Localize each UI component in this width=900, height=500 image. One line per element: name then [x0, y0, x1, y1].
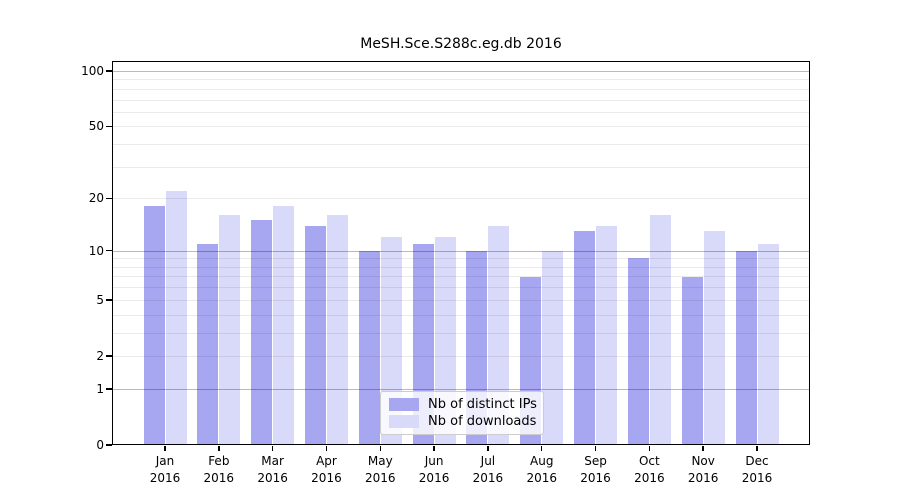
bar-downloads — [219, 215, 241, 445]
bar-downloads — [488, 225, 510, 445]
bar-distinct-ips — [304, 225, 326, 445]
x-tick-label: Dec 2016 — [741, 454, 773, 485]
y-tick-mark — [106, 299, 112, 301]
bar-downloads — [326, 215, 348, 445]
x-tick-label: Oct 2016 — [634, 454, 665, 485]
y-tick-label: 10 — [88, 243, 104, 258]
y-tick-label: 1 — [96, 381, 104, 396]
legend-label-downloads: Nb of downloads — [428, 414, 537, 430]
x-tick-label: Jan 2016 — [149, 454, 181, 485]
y-tick-label: 50 — [88, 119, 104, 134]
bars-layer — [112, 61, 810, 445]
bar-downloads — [542, 250, 564, 445]
x-tick-mark — [218, 446, 220, 451]
bar-distinct-ips — [735, 250, 757, 445]
x-tick-mark — [164, 446, 166, 451]
bar-distinct-ips — [197, 243, 219, 445]
bar-downloads — [703, 231, 725, 445]
legend-entry-downloads: Nb of downloads — [389, 414, 537, 430]
y-tick-mark — [106, 355, 112, 357]
x-tick-label: May 2016 — [364, 454, 396, 485]
y-tick-label: 100 — [81, 64, 104, 78]
x-tick-mark — [594, 446, 597, 451]
bar-distinct-ips — [627, 258, 649, 445]
chart-title: MeSH.Sce.S288c.eg.db 2016 — [360, 36, 562, 52]
y-tick-mark — [106, 125, 112, 128]
bar-distinct-ips — [143, 206, 165, 445]
bar-distinct-ips — [358, 250, 380, 445]
bar-downloads — [596, 225, 618, 445]
y-tick-mark — [106, 249, 112, 252]
y-tick-label: 5 — [96, 292, 104, 307]
y-tick-label: 20 — [88, 191, 104, 206]
legend: Nb of distinct IPs Nb of downloads — [380, 391, 544, 435]
bar-downloads — [757, 243, 779, 445]
y-tick-mark — [106, 70, 112, 72]
x-tick-mark — [756, 446, 758, 451]
y-tick-mark — [106, 444, 112, 446]
x-tick-label: Jun 2016 — [418, 454, 450, 485]
legend-label-distinct-ips: Nb of distinct IPs — [428, 396, 537, 412]
y-tick-label: 0 — [96, 438, 104, 452]
x-tick-mark — [379, 446, 382, 451]
bar-downloads — [165, 190, 187, 445]
y-tick-mark — [106, 388, 112, 390]
x-tick-mark — [433, 446, 435, 451]
x-tick-mark — [648, 446, 651, 451]
x-tick-label: Mar 2016 — [257, 454, 288, 485]
bar-distinct-ips — [251, 220, 273, 445]
x-tick-mark — [540, 446, 543, 451]
y-tick-label: 2 — [96, 348, 104, 363]
legend-entry-distinct-ips: Nb of distinct IPs — [389, 396, 537, 412]
bar-downloads — [649, 215, 671, 445]
x-tick-label: Aug 2016 — [526, 454, 557, 485]
y-tick-mark — [106, 197, 112, 200]
legend-swatch-downloads — [389, 415, 419, 429]
x-tick-mark — [271, 446, 274, 451]
bar-distinct-ips — [681, 276, 703, 445]
x-tick-mark — [487, 446, 489, 451]
legend-swatch-distinct-ips — [389, 397, 419, 411]
x-tick-label: Sep 2016 — [580, 454, 611, 485]
bar-distinct-ips — [574, 231, 596, 445]
plot-area — [112, 61, 810, 445]
x-tick-mark — [702, 446, 704, 451]
x-tick-label: Feb 2016 — [203, 454, 235, 485]
x-tick-label: Apr 2016 — [311, 454, 342, 485]
x-tick-mark — [325, 446, 328, 451]
x-tick-label: Jul 2016 — [472, 454, 504, 485]
bar-downloads — [273, 206, 295, 445]
x-tick-label: Nov 2016 — [687, 454, 719, 485]
